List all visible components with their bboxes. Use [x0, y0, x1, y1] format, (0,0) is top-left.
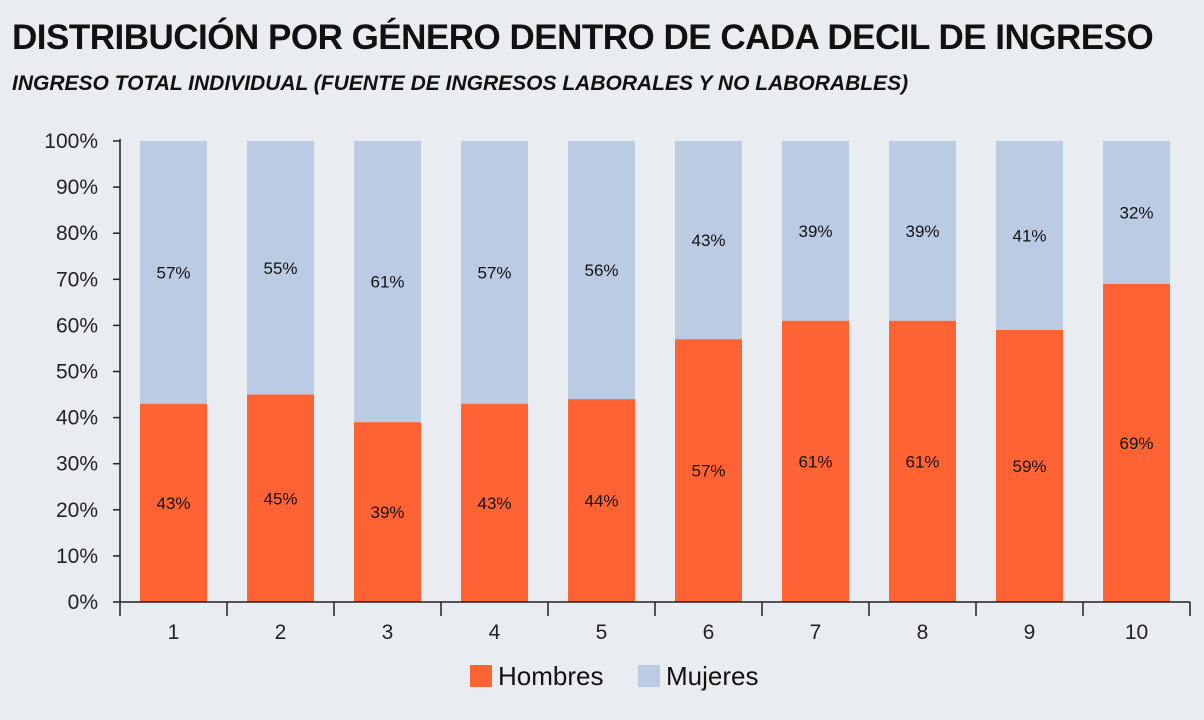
data-label-hombres-9: 59%: [1012, 457, 1046, 476]
data-label-hombres-8: 61%: [905, 452, 939, 471]
bar-hombres-10: [1103, 283, 1170, 602]
bar-mujeres-10: [1103, 141, 1170, 284]
data-label-mujeres-1: 57%: [156, 263, 190, 282]
x-tick-label: 2: [275, 621, 287, 644]
data-label-hombres-10: 69%: [1119, 434, 1153, 453]
x-tick-label: 7: [810, 621, 822, 644]
chart-subtitle: INGRESO TOTAL INDIVIDUAL (FUENTE DE INGR…: [12, 72, 909, 95]
bar-mujeres-5: [568, 141, 635, 400]
bar-hombres-5: [568, 399, 635, 602]
y-tick-label: 90%: [56, 176, 98, 199]
bar-mujeres-3: [354, 141, 421, 423]
y-tick-label: 50%: [56, 361, 98, 384]
data-label-mujeres-8: 39%: [905, 222, 939, 241]
legend-swatch-hombres: [470, 665, 492, 687]
data-label-mujeres-6: 43%: [691, 231, 725, 250]
data-label-mujeres-3: 61%: [370, 273, 404, 292]
bar-hombres-4: [461, 403, 528, 602]
data-label-mujeres-5: 56%: [584, 261, 618, 280]
bar-mujeres-2: [247, 141, 314, 395]
y-tick-label: 100%: [44, 130, 98, 153]
data-label-mujeres-10: 32%: [1119, 203, 1153, 222]
data-label-hombres-7: 61%: [798, 452, 832, 471]
bar-hombres-2: [247, 394, 314, 602]
x-tick-label: 4: [489, 621, 501, 644]
y-tick-label: 10%: [56, 545, 98, 568]
bar-hombres-6: [675, 339, 742, 602]
bar-mujeres-9: [996, 141, 1063, 331]
bar-mujeres-6: [675, 141, 742, 340]
bar-mujeres-7: [782, 141, 849, 321]
y-tick-label: 20%: [56, 499, 98, 522]
y-tick-label: 70%: [56, 268, 98, 291]
data-label-hombres-3: 39%: [370, 503, 404, 522]
data-label-hombres-2: 45%: [263, 489, 297, 508]
x-tick-label: 1: [168, 621, 180, 644]
bar-hombres-7: [782, 320, 849, 602]
legend-label-mujeres: Mujeres: [666, 661, 758, 691]
chart-title: DISTRIBUCIÓN POR GÉNERO DENTRO DE CADA D…: [12, 18, 1154, 57]
data-label-hombres-4: 43%: [477, 494, 511, 513]
y-tick-label: 30%: [56, 453, 98, 476]
x-tick-label: 3: [382, 621, 394, 644]
x-tick-label: 6: [703, 621, 715, 644]
x-tick-label: 5: [596, 621, 608, 644]
data-label-mujeres-7: 39%: [798, 222, 832, 241]
x-tick-label: 9: [1024, 621, 1036, 644]
bar-hombres-1: [140, 403, 207, 602]
y-tick-label: 80%: [56, 222, 98, 245]
data-label-mujeres-2: 55%: [263, 259, 297, 278]
y-tick-label: 0%: [68, 591, 98, 614]
bar-mujeres-4: [461, 141, 528, 404]
bar-mujeres-1: [140, 141, 207, 404]
data-label-hombres-6: 57%: [691, 462, 725, 481]
x-tick-label: 10: [1125, 621, 1148, 644]
data-label-mujeres-4: 57%: [477, 263, 511, 282]
data-label-mujeres-9: 41%: [1012, 227, 1046, 246]
bar-hombres-8: [889, 320, 956, 602]
data-label-hombres-1: 43%: [156, 494, 190, 513]
y-tick-label: 60%: [56, 314, 98, 337]
bar-hombres-9: [996, 330, 1063, 602]
x-tick-label: 8: [917, 621, 929, 644]
data-label-hombres-5: 44%: [584, 492, 618, 511]
legend-label-hombres: Hombres: [498, 661, 603, 691]
bar-hombres-3: [354, 422, 421, 602]
legend-swatch-mujeres: [638, 665, 660, 687]
bar-mujeres-8: [889, 141, 956, 321]
y-tick-label: 40%: [56, 407, 98, 430]
